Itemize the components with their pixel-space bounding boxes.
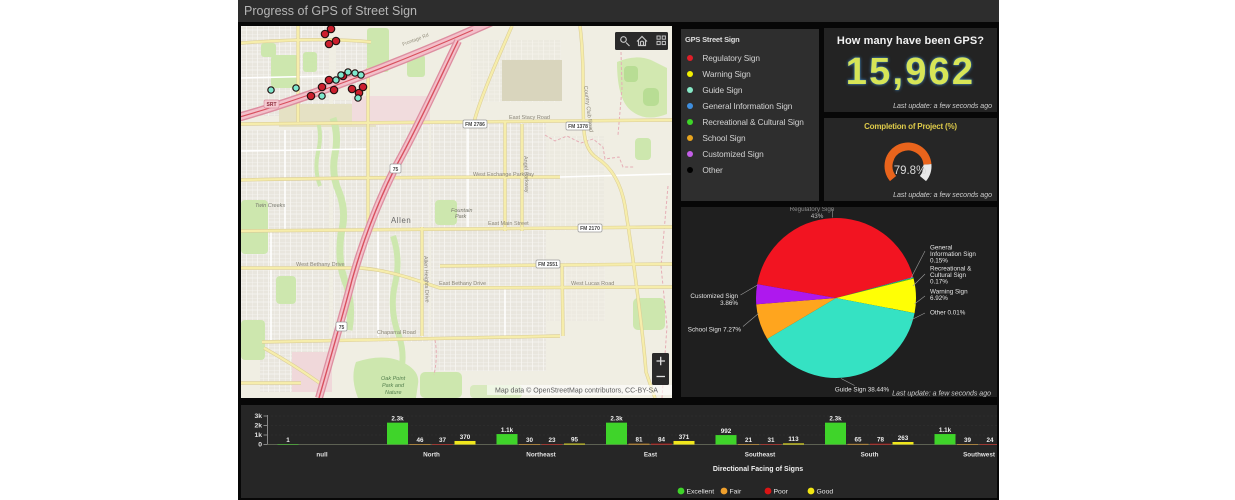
svg-text:2.3k: 2.3k: [829, 416, 842, 423]
svg-text:0.17%: 0.17%: [930, 279, 948, 286]
svg-text:81: 81: [635, 437, 643, 444]
svg-text:Good: Good: [817, 488, 834, 495]
svg-text:37: 37: [439, 437, 447, 444]
svg-text:Southwest: Southwest: [963, 452, 996, 459]
svg-text:Nature: Nature: [385, 390, 402, 396]
svg-text:992: 992: [721, 428, 732, 435]
svg-text:3.86%: 3.86%: [720, 300, 738, 307]
svg-text:Cultural Sign: Cultural Sign: [930, 272, 967, 279]
svg-text:null: null: [316, 452, 327, 459]
svg-text:Twin Creeks: Twin Creeks: [255, 203, 285, 209]
svg-text:84: 84: [658, 437, 666, 444]
svg-text:6.92%: 6.92%: [930, 295, 948, 302]
svg-text:75: 75: [339, 325, 345, 331]
svg-text:FM 2551: FM 2551: [538, 262, 558, 268]
svg-text:Park: Park: [455, 214, 467, 220]
svg-text:FM 2786: FM 2786: [465, 122, 485, 128]
svg-text:31: 31: [767, 437, 775, 444]
svg-text:Park and: Park and: [382, 383, 405, 389]
svg-text:2k: 2k: [254, 423, 262, 430]
svg-text:Chaparral Road: Chaparral Road: [377, 330, 416, 336]
svg-text:0.15%: 0.15%: [930, 258, 948, 265]
svg-text:1k: 1k: [254, 432, 262, 439]
svg-text:FM 1378: FM 1378: [568, 124, 588, 130]
svg-text:School Sign 7.27%: School Sign 7.27%: [688, 327, 742, 334]
svg-text:Map data © OpenStreetMap contr: Map data © OpenStreetMap contributors, C…: [495, 387, 658, 395]
svg-text:21: 21: [745, 437, 753, 444]
svg-text:Guide Sign 38.44%: Guide Sign 38.44%: [835, 387, 890, 394]
svg-text:Fair: Fair: [730, 488, 742, 495]
svg-text:General: General: [930, 245, 952, 252]
svg-text:West Bethany Drive: West Bethany Drive: [296, 262, 345, 268]
svg-text:2.3k: 2.3k: [391, 416, 404, 423]
svg-text:Southeast: Southeast: [745, 452, 776, 459]
svg-text:43%: 43%: [811, 213, 824, 220]
svg-text:East Main Street: East Main Street: [488, 221, 529, 227]
svg-text:65: 65: [854, 437, 862, 444]
svg-text:Allen Heights Drive: Allen Heights Drive: [422, 256, 430, 303]
svg-text:78: 78: [877, 437, 885, 444]
svg-text:79.8%: 79.8%: [894, 165, 927, 177]
svg-text:Information Sign: Information Sign: [930, 251, 976, 258]
svg-text:95: 95: [571, 436, 579, 443]
svg-text:South: South: [861, 452, 879, 459]
svg-text:Allen: Allen: [391, 216, 411, 225]
svg-text:1.1k: 1.1k: [501, 427, 514, 434]
svg-text:West Exchange Parkway: West Exchange Parkway: [473, 172, 534, 178]
svg-text:0: 0: [258, 442, 262, 449]
svg-text:North: North: [423, 452, 440, 459]
svg-text:Poor: Poor: [774, 488, 789, 495]
svg-text:113: 113: [788, 436, 799, 443]
svg-text:30: 30: [526, 437, 534, 444]
svg-text:Northeast: Northeast: [526, 452, 556, 459]
svg-text:23: 23: [548, 437, 556, 444]
svg-text:24: 24: [986, 437, 994, 444]
svg-text:370: 370: [460, 434, 471, 441]
svg-text:East Bethany Drive: East Bethany Drive: [439, 281, 486, 287]
svg-text:263: 263: [898, 435, 909, 442]
svg-text:Last update: a few seconds ago: Last update: a few seconds ago: [892, 391, 991, 398]
svg-text:FM 2170: FM 2170: [580, 226, 600, 232]
svg-text:Angel Parkway: Angel Parkway: [522, 156, 529, 193]
svg-text:Regulatory Sign: Regulatory Sign: [790, 207, 835, 213]
svg-text:Fountain: Fountain: [451, 208, 472, 214]
svg-text:Warning Sign: Warning Sign: [930, 289, 968, 296]
svg-text:East Stacy Road: East Stacy Road: [509, 115, 550, 121]
svg-text:East: East: [644, 452, 658, 459]
svg-text:371: 371: [679, 434, 690, 441]
svg-text:Country Club Road: Country Club Road: [582, 86, 594, 133]
svg-text:1: 1: [286, 437, 290, 444]
svg-text:Oak Point: Oak Point: [381, 376, 406, 382]
svg-text:1.1k: 1.1k: [939, 427, 952, 434]
svg-text:West Lucas Road: West Lucas Road: [571, 281, 614, 287]
svg-text:75: 75: [393, 167, 399, 173]
svg-text:3k: 3k: [254, 413, 262, 420]
svg-text:Customized Sign: Customized Sign: [690, 293, 738, 300]
svg-text:SRT: SRT: [267, 102, 277, 108]
svg-text:Recreational &: Recreational &: [930, 266, 972, 273]
svg-text:2.3k: 2.3k: [610, 416, 623, 423]
svg-text:Directional Facing of Signs: Directional Facing of Signs: [713, 466, 803, 473]
svg-text:39: 39: [964, 437, 972, 444]
svg-text:46: 46: [416, 437, 424, 444]
svg-text:Excellent: Excellent: [687, 488, 715, 495]
svg-text:Other 0.01%: Other 0.01%: [930, 310, 966, 317]
